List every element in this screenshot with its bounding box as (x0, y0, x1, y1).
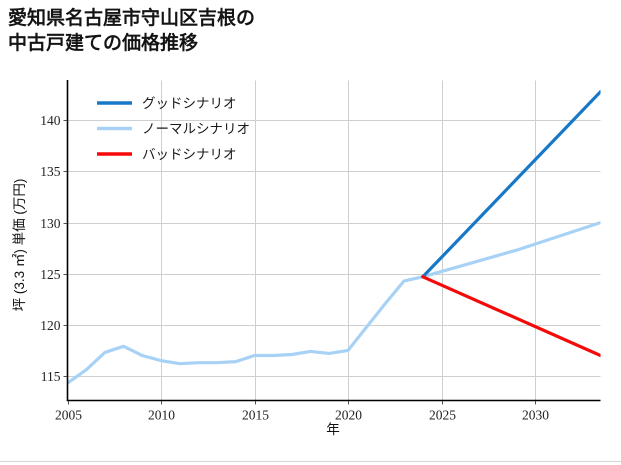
y-tick-label: 135 (40, 164, 61, 179)
legend-label: グッドシナリオ (142, 96, 237, 111)
x-tick-label: 2030 (522, 408, 549, 423)
x-tick-label: 2005 (55, 408, 82, 423)
y-tick-label: 125 (40, 267, 61, 282)
tick-label-layer: 115 120 125 130 135 140 2005 2010 2015 2020 2025 20… (40, 113, 549, 423)
x-tick-label: 2025 (429, 408, 456, 423)
series-layer (67, 90, 601, 385)
y-tick-label: 120 (40, 318, 61, 333)
series-line-グッドシナリオ (421, 90, 601, 279)
legend-label: バッドシナリオ (142, 147, 237, 162)
x-tick-label: 2015 (242, 408, 269, 423)
y-axis-title: 坪 (3.3 ㎡) 単価 (万円) (12, 179, 27, 312)
y-tick-label: 115 (41, 369, 61, 384)
axis-layer: 坪 (3.3 ㎡) 単価 (万円) (12, 80, 601, 405)
x-tick-label: 2020 (335, 408, 362, 423)
x-axis-title: 年 (326, 422, 340, 437)
chart-title-line-2: 中古戸建ての価格推移 (8, 33, 199, 54)
y-tick-label: 130 (40, 216, 61, 231)
y-tick-label: 140 (40, 113, 61, 128)
series-line-ノーマルシナリオ (67, 221, 601, 385)
grid-layer (67, 80, 601, 401)
chart-title-line-1: 愛知県名古屋市守山区吉根の (8, 8, 256, 29)
legend-label: ノーマルシナリオ (142, 122, 250, 137)
series-line-バッドシナリオ (421, 275, 601, 358)
chart-title: 愛知県名古屋市守山区吉根の 中古戸建ての価格推移 (8, 6, 448, 56)
x-tick-label: 2010 (148, 408, 175, 423)
